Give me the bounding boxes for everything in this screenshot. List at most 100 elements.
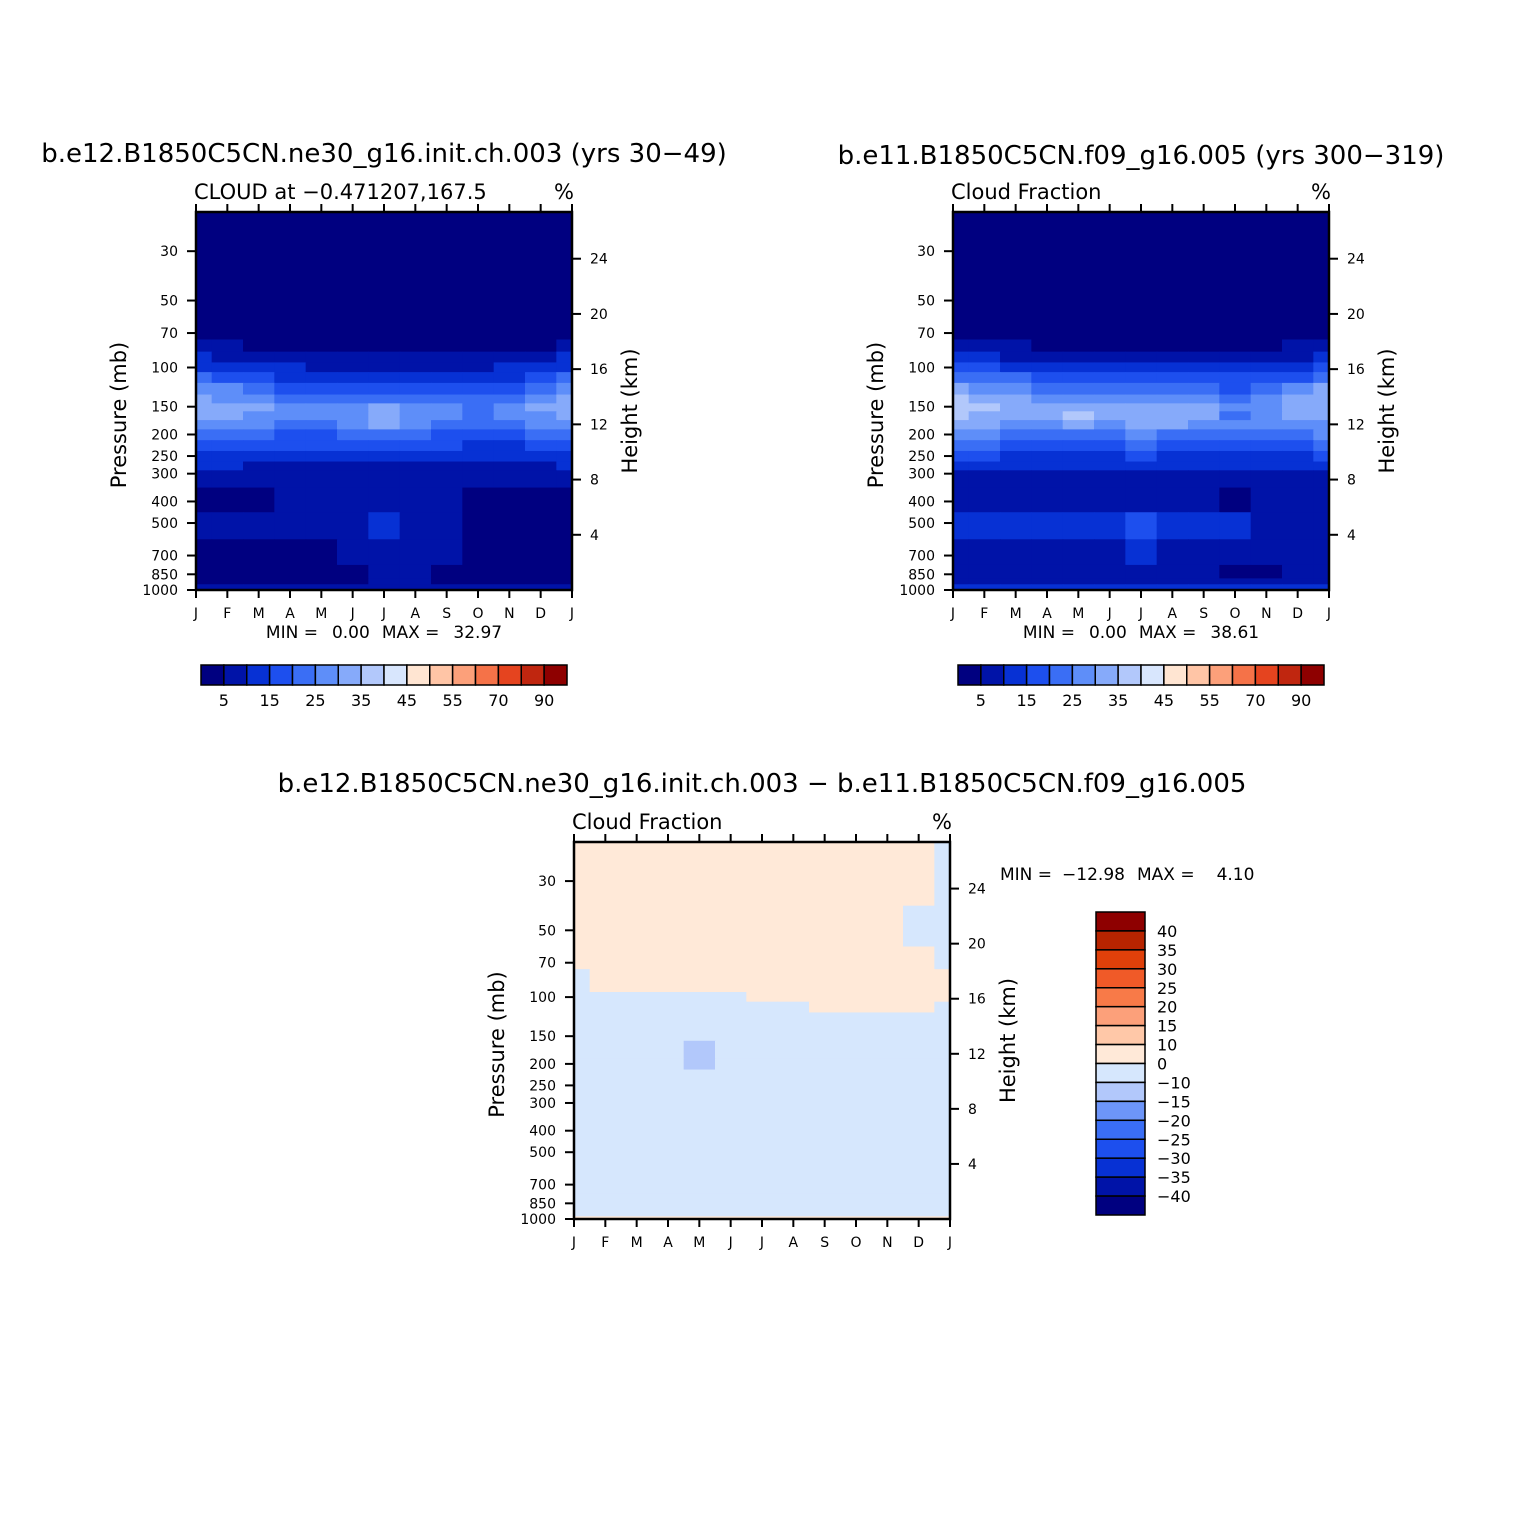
field-cell <box>1156 440 1189 452</box>
field-cell <box>1313 231 1329 277</box>
field-cell <box>1188 394 1220 404</box>
field-cell <box>243 584 275 588</box>
field-cell <box>953 578 970 585</box>
field-cell <box>621 1141 653 1170</box>
field-cell <box>1000 420 1032 430</box>
field-cell <box>431 512 463 540</box>
colorbar-swatch <box>1095 1062 1146 1084</box>
field-cell <box>809 969 841 982</box>
field-cell <box>968 394 1001 404</box>
field-cell <box>871 1012 904 1025</box>
field-cell <box>1219 487 1252 513</box>
field-cell <box>1031 539 1064 566</box>
field-cell <box>574 969 591 982</box>
field-cell <box>1156 584 1189 588</box>
field-cell <box>1125 231 1158 277</box>
field-cell <box>746 1116 779 1143</box>
field-cell <box>1282 212 1314 233</box>
field-cell <box>274 275 307 318</box>
field-cell <box>589 1049 622 1060</box>
field-cell <box>462 411 495 421</box>
field-cell <box>368 411 401 421</box>
field-cell <box>368 440 401 452</box>
field-cell <box>1062 403 1095 412</box>
field-cell <box>337 429 369 441</box>
min-max-stats: MIN = 0.00 MAX = 38.61 <box>1023 623 1259 643</box>
field-cell <box>903 1099 935 1118</box>
colorbar-swatch <box>246 664 271 686</box>
field-cell <box>556 587 572 590</box>
field-cell <box>1125 403 1158 412</box>
field-cell <box>525 587 557 590</box>
field-cell <box>1188 403 1220 412</box>
y-tick-label: 150 <box>529 1029 556 1045</box>
field-cell <box>1219 440 1252 452</box>
field-cell <box>1250 316 1283 341</box>
y-tick-label: 250 <box>529 1078 556 1094</box>
field-cell <box>431 362 463 373</box>
field-cell <box>1313 470 1329 489</box>
field-cell <box>368 362 401 373</box>
field-cell <box>1031 316 1064 341</box>
field-cell <box>1156 351 1189 364</box>
field-cell <box>243 275 275 318</box>
colorbar-label: 45 <box>397 691 417 710</box>
field-cell <box>493 231 526 277</box>
field-cell <box>274 372 307 384</box>
field-cell <box>305 440 338 452</box>
field-cell <box>274 339 307 353</box>
field-cell <box>1000 411 1032 421</box>
colorbar-swatch <box>1095 1138 1146 1159</box>
y-tick-label: 400 <box>529 1124 556 1140</box>
panel-diff: b.e12.B1850C5CN.ne30_g16.init.ch.003 − b… <box>278 769 1255 1251</box>
y-right-tick-label: 8 <box>590 473 599 489</box>
field-cell <box>840 1116 873 1143</box>
colorbar-swatch <box>1117 664 1142 686</box>
field-cell <box>715 1207 747 1214</box>
field-cell <box>809 1012 841 1025</box>
field-cell <box>1031 420 1064 430</box>
field-cell <box>903 1193 935 1209</box>
field-cell <box>493 394 526 404</box>
field-cell <box>621 1090 653 1101</box>
x-tick-label: D <box>913 1235 924 1251</box>
y-right-tick-label: 16 <box>968 992 986 1008</box>
y-tick-label: 1000 <box>142 583 178 599</box>
field-cell <box>652 981 685 993</box>
contour-field <box>196 212 572 590</box>
field-cell <box>968 584 1001 588</box>
y-tick-label: 100 <box>529 990 556 1006</box>
field-cell <box>1250 487 1283 513</box>
max-label: MAX = <box>1139 623 1197 643</box>
y-tick-label: 30 <box>160 244 178 260</box>
field-cell <box>243 420 275 430</box>
x-tick-label: J <box>759 1235 764 1251</box>
field-cell <box>589 1058 622 1071</box>
field-cell <box>462 450 495 463</box>
field-cell <box>934 1141 950 1170</box>
field-cell <box>903 1216 935 1219</box>
colorbar-label: 55 <box>442 691 462 710</box>
colorbar-label: −15 <box>1157 1092 1191 1111</box>
colorbar-label: 0 <box>1157 1055 1167 1074</box>
field-cell <box>871 1207 904 1214</box>
colorbar-label: 25 <box>305 691 325 710</box>
contour-field <box>574 842 950 1219</box>
field-cell <box>399 539 432 566</box>
field-cell <box>305 539 338 566</box>
field-cell <box>652 946 685 970</box>
field-cell <box>1219 564 1252 579</box>
field-cell <box>777 1049 810 1060</box>
field-cell <box>305 316 338 341</box>
field-cell <box>903 1069 935 1081</box>
field-cell <box>1250 362 1283 373</box>
field-cell <box>652 1049 685 1060</box>
field-cell <box>652 1001 685 1014</box>
field-cell <box>211 394 244 404</box>
field-cell <box>1062 372 1095 384</box>
field-cell <box>621 1213 653 1217</box>
field-cell <box>1188 275 1220 318</box>
left-label: Cloud Fraction <box>572 810 723 834</box>
field-cell <box>462 351 495 364</box>
